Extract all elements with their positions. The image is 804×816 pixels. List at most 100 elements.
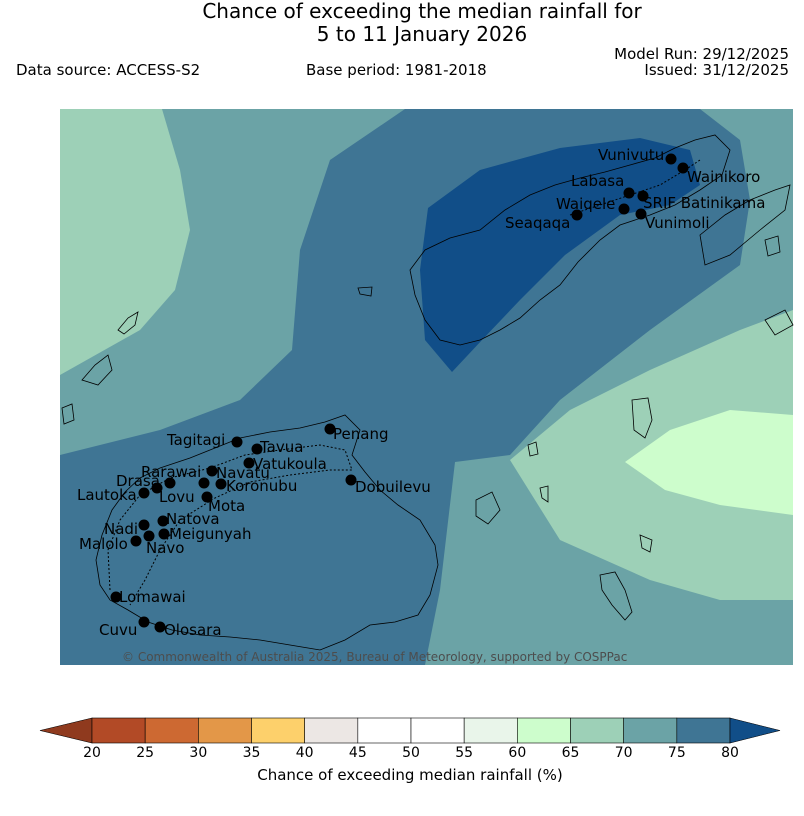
- island-west-small: [61, 403, 75, 425]
- label-koronubu: Koronubu: [226, 477, 297, 495]
- colorbar-segment-c75_80: [676, 717, 731, 744]
- copyright-note: © Commonwealth of Australia 2025, Bureau…: [122, 650, 627, 664]
- label-mota: Mota: [208, 497, 245, 515]
- marker-olosara: [154, 621, 166, 633]
- marker-seaqaqa: [571, 209, 583, 221]
- label-tagitagi: Tagitagi: [166, 431, 225, 449]
- colorbar-tick-80: 80: [721, 745, 739, 761]
- colorbar-tick-60: 60: [508, 745, 527, 761]
- contour-60-65-east: [625, 410, 793, 515]
- label-vunimoli: Vunimoli: [645, 214, 710, 232]
- marker-navatu: [198, 477, 210, 489]
- vanua-levu-coast: [409, 134, 731, 346]
- colorbar-segment-c50_55: [410, 717, 465, 744]
- colorbar-segment-c25_30: [144, 717, 199, 744]
- colorbar-tick-20: 20: [83, 745, 101, 761]
- colorbar-tick-55: 55: [455, 745, 474, 761]
- island-lau-1: [527, 441, 539, 457]
- label-seaqaqa: Seaqaqa: [505, 214, 570, 232]
- colorbar-tick-70: 70: [614, 745, 633, 761]
- label-labasa: Labasa: [571, 172, 624, 190]
- colorbar-segment-c35_40: [251, 717, 305, 744]
- map-title-line1: Chance of exceeding the median rainfall …: [202, 0, 642, 23]
- marker-tagitagi: [231, 436, 243, 448]
- label-lomawai: Lomawai: [119, 588, 186, 606]
- label-waiqele: Waiqele: [556, 195, 615, 213]
- contour-layers: [60, 109, 793, 665]
- colorbar-tick-65: 65: [561, 745, 580, 761]
- label-vatukoula: Vatukoula: [253, 455, 327, 473]
- island-east-3: [475, 491, 501, 525]
- viti-levu-coast: [95, 414, 439, 651]
- colorbar-tick-35: 35: [242, 745, 261, 761]
- marker-lomawai: [110, 591, 122, 603]
- label-navo: Navo: [146, 539, 184, 557]
- label-srif-batinikama: SRIF Batinikama: [643, 194, 765, 212]
- label-natova: Natova: [166, 510, 220, 528]
- colorbar: [39, 717, 781, 744]
- place-labels: Vunivutu Wainikoro Labasa Waiqele SRIF B…: [77, 146, 765, 639]
- label-dobuilevu: Dobuilevu: [355, 478, 431, 496]
- model-run-label: Model Run: 29/12/2025: [614, 45, 789, 63]
- colorbar-segment-c55_60: [463, 717, 518, 744]
- island-mid: [357, 286, 373, 297]
- colorbar-tick-75: 75: [667, 745, 686, 761]
- marker-vunivutu: [665, 153, 677, 165]
- marker-cuvu: [138, 616, 150, 628]
- marker-waiqele: [618, 203, 630, 215]
- label-lautoka: Lautoka: [77, 486, 137, 504]
- island-ne-1: [764, 235, 781, 257]
- colorbar-tick-40: 40: [295, 745, 314, 761]
- colorbar-segment-c20_25: [91, 717, 146, 744]
- marker-dobuilevu: [345, 474, 357, 486]
- label-nadi: Nadi: [104, 520, 138, 538]
- colorbar-tick-50: 50: [402, 745, 420, 761]
- marker-drasa-2: [164, 477, 176, 489]
- data-source-label: Data source: ACCESS-S2: [16, 61, 201, 79]
- marker-srif-batinikama: [637, 190, 649, 202]
- marker-meigunyah: [158, 528, 170, 540]
- label-vunivutu: Vunivutu: [598, 146, 664, 164]
- colorbar-segment-c45_50: [357, 717, 412, 744]
- label-wainikoro: Wainikoro: [687, 168, 760, 186]
- label-penang: Penang: [333, 425, 388, 443]
- label-drasa: Drasa: [116, 472, 160, 490]
- colorbar-segment-c70_75: [623, 717, 678, 744]
- colorbar-segment-c65_70: [570, 717, 624, 744]
- contour-75-80-band: [60, 109, 750, 665]
- marker-drasa: [151, 482, 163, 494]
- marker-penang: [324, 423, 336, 435]
- colorbar-segment-c40_45: [304, 717, 359, 744]
- marker-navo: [143, 530, 155, 542]
- label-malolo: Malolo: [79, 535, 128, 553]
- kadavu-coast: [599, 571, 633, 621]
- marker-lautoka: [138, 487, 150, 499]
- marker-vunimoli: [635, 208, 647, 220]
- label-rarawai: Rarawai: [141, 463, 201, 481]
- colorbar-title: Chance of exceeding median rainfall (%): [257, 766, 563, 784]
- marker-rarawai: [206, 465, 218, 477]
- taveuni-coast: [699, 184, 791, 266]
- colorbar-segment-c60_65: [517, 717, 571, 744]
- colorbar-tick-45: 45: [348, 745, 367, 761]
- label-lovu: Lovu: [159, 488, 195, 506]
- island-west-chain: [81, 354, 113, 386]
- marker-nadi: [138, 519, 150, 531]
- colorbar-under-arrow: [39, 717, 93, 744]
- marker-koronubu: [215, 478, 227, 490]
- marker-tavua: [251, 443, 263, 455]
- island-nw: [117, 311, 139, 335]
- map-title-line2: 5 to 11 January 2026: [316, 22, 528, 46]
- place-markers: [110, 153, 689, 633]
- label-cuvu: Cuvu: [99, 621, 137, 639]
- marker-vatukoula: [243, 457, 255, 469]
- label-navatu: Navatu: [216, 464, 270, 482]
- colorbar-tick-30: 30: [189, 745, 208, 761]
- marker-malolo: [130, 535, 142, 547]
- marker-natova: [157, 515, 169, 527]
- label-olosara: Olosara: [164, 621, 222, 639]
- colorbar-tick-25: 25: [136, 745, 155, 761]
- label-tavua: Tavua: [259, 438, 303, 456]
- label-meigunyah: Meigunyah: [169, 525, 251, 543]
